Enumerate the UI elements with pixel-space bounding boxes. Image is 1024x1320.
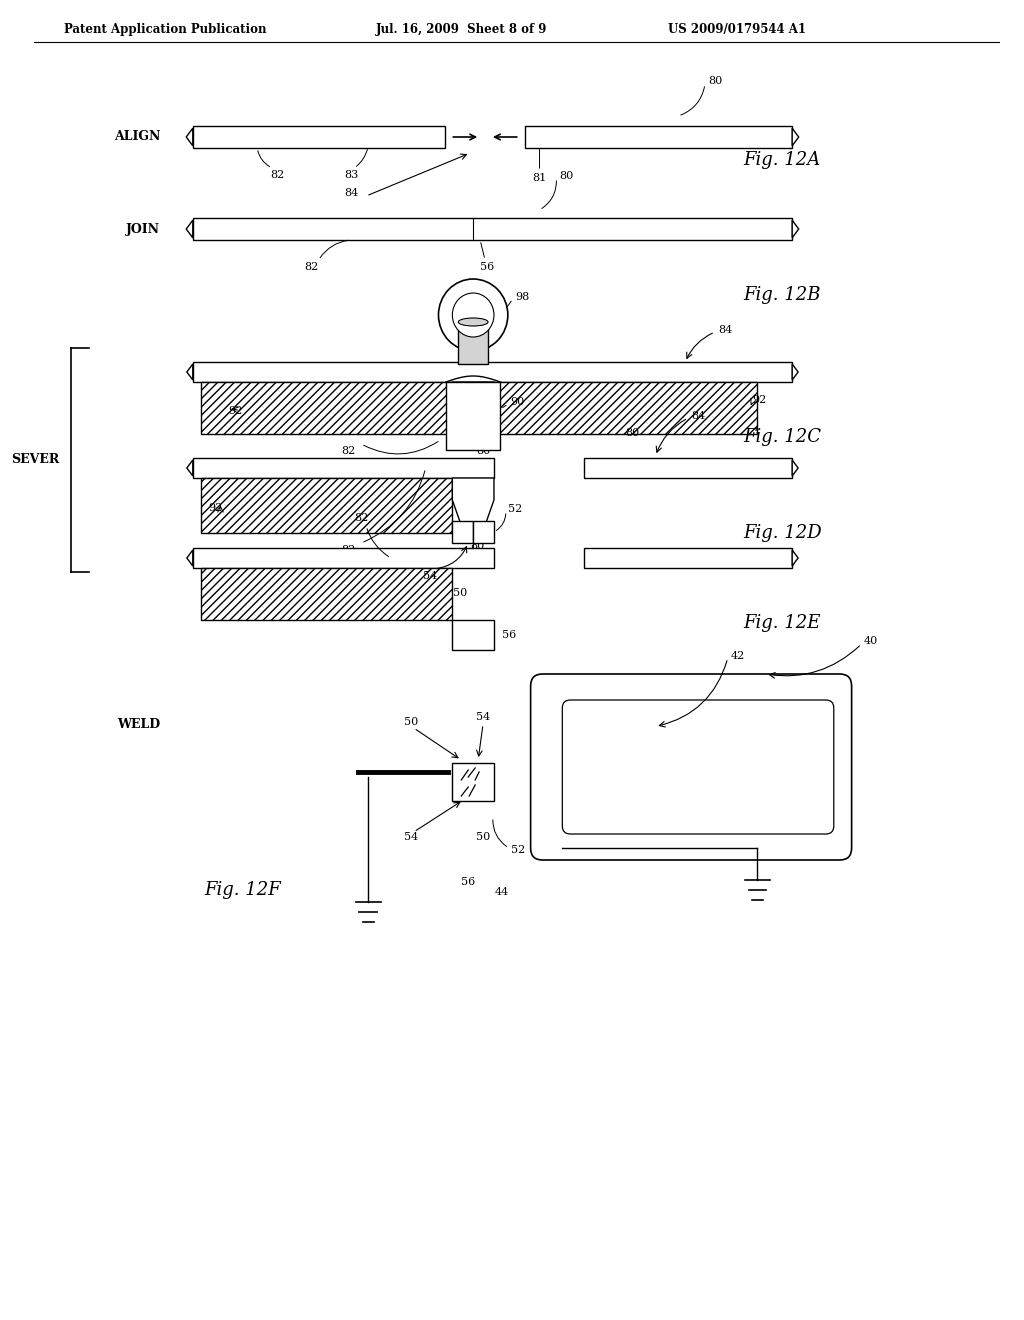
Text: 92: 92 [228,405,243,416]
Polygon shape [453,478,494,536]
Text: 83: 83 [344,170,358,180]
Text: Fig. 12C: Fig. 12C [743,428,821,446]
Text: 54: 54 [424,572,437,581]
Text: 56: 56 [480,261,495,272]
Bar [459,322,488,364]
Text: SEVER: SEVER [11,454,59,466]
Text: 80: 80 [708,77,722,86]
Ellipse shape [453,293,494,337]
FancyBboxPatch shape [562,700,834,834]
Bar [473,521,494,543]
Text: 56: 56 [476,558,490,568]
Text: 81: 81 [532,173,547,183]
Text: 82: 82 [341,545,355,554]
Text: 92: 92 [753,395,767,405]
Text: 56: 56 [502,630,516,640]
Polygon shape [186,128,193,145]
Bar [193,125,445,148]
Text: 56: 56 [476,462,490,473]
Text: 92: 92 [208,503,222,513]
Text: 52: 52 [511,845,525,855]
Text: 40: 40 [863,636,878,645]
Text: 42: 42 [731,651,745,661]
Text: 80: 80 [476,446,490,455]
Polygon shape [793,550,798,566]
Bar [201,478,453,533]
Text: 90: 90 [510,397,524,408]
Text: 80: 80 [470,541,484,550]
Text: Fig. 12F: Fig. 12F [204,880,281,899]
Text: 54: 54 [403,832,418,842]
Text: 98: 98 [515,292,529,302]
Text: 50: 50 [454,587,467,598]
Text: 84: 84 [718,325,732,335]
Polygon shape [186,550,193,566]
Text: 56: 56 [461,876,475,887]
Text: 80: 80 [559,172,573,181]
Text: Fig. 12A: Fig. 12A [743,150,821,169]
Bar [193,362,793,381]
Polygon shape [793,220,799,238]
Ellipse shape [438,279,508,351]
Text: US 2009/0179544 A1: US 2009/0179544 A1 [669,22,806,36]
Text: 84: 84 [344,187,358,198]
Polygon shape [453,381,494,440]
Bar [494,381,758,434]
Text: Patent Application Publication: Patent Application Publication [63,22,266,36]
Polygon shape [186,459,193,477]
Text: 82: 82 [354,513,369,523]
Bar [201,568,453,620]
Text: Fig. 12E: Fig. 12E [743,614,821,632]
Text: 50: 50 [476,832,490,842]
Bar [524,125,793,148]
Polygon shape [793,459,798,477]
Bar [453,521,473,543]
Text: WELD: WELD [117,718,160,731]
Text: JOIN: JOIN [126,223,160,235]
Bar [453,620,494,649]
Text: 80: 80 [626,428,640,438]
Text: 52: 52 [508,504,522,513]
Text: 44: 44 [495,887,509,898]
Text: 82: 82 [341,446,355,455]
Text: ALIGN: ALIGN [114,131,160,144]
Bar [453,763,494,801]
Bar [201,381,453,434]
Bar [584,458,793,478]
Text: Jul. 16, 2009  Sheet 8 of 9: Jul. 16, 2009 Sheet 8 of 9 [376,22,548,36]
Text: Fig. 12B: Fig. 12B [743,286,821,304]
Text: Fig. 12D: Fig. 12D [743,524,821,543]
Polygon shape [793,128,799,145]
Bar [193,218,793,240]
Text: 82: 82 [270,170,284,180]
Ellipse shape [459,318,488,326]
Bar [193,548,494,568]
FancyBboxPatch shape [530,675,852,861]
Bar [445,381,501,450]
Polygon shape [186,220,193,238]
Polygon shape [186,364,193,380]
Bar [584,548,793,568]
Text: 50: 50 [403,717,418,727]
Text: 84: 84 [691,411,706,421]
Text: 54: 54 [476,711,490,722]
Polygon shape [793,364,798,380]
Bar [193,458,494,478]
Text: 82: 82 [304,261,318,272]
